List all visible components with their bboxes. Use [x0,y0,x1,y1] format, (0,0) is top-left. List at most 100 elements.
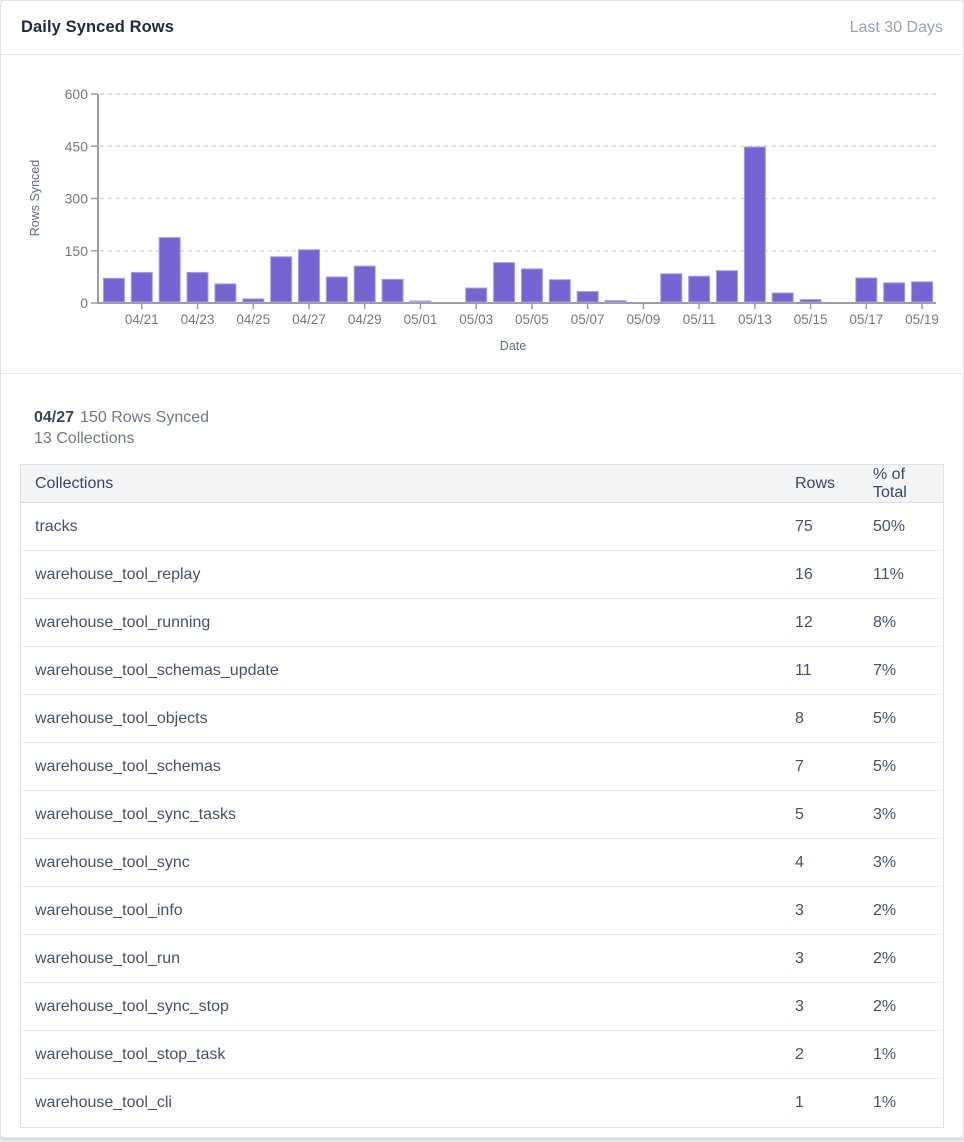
collection-name: warehouse_tool_sync_tasks [35,805,237,823]
bar-chart-canvas[interactable]: 0 150 300 450 600 04/21 04/23 04/25 04/27 04/29 05… [1,55,964,374]
bar-05/07[interactable] [576,291,599,303]
bar-05/06[interactable] [548,279,571,303]
x-axis-title: Date [500,339,526,353]
collection-name: warehouse_tool_run [35,949,180,967]
bar-04/21[interactable] [130,271,153,303]
x-tick-label: 05/17 [849,312,883,327]
bar-04/23[interactable] [186,271,209,303]
bar-05/18[interactable] [883,282,906,303]
x-tick-label: 04/23 [181,312,215,327]
bar-05/19[interactable] [911,281,934,303]
bar-05/15[interactable] [799,299,822,303]
collection-pct: 2% [873,901,897,919]
collection-pct: 3% [873,853,897,871]
y-tick-label: 450 [65,138,89,154]
bar-05/05[interactable] [520,268,543,303]
bar-05/01[interactable] [409,300,432,303]
collection-pct: 5% [873,709,897,727]
table-row: warehouse_tool_sync_stop 3 2% [21,983,943,1031]
collections-table: Collections Rows % of Total tracks 75 50% w… [20,464,944,1128]
collection-rows: 16 [795,565,813,583]
x-tick-label: 05/01 [404,312,438,327]
rows-synced-bar-chart: 0 150 300 450 600 04/21 04/23 04/25 04/27 04/29 05… [1,55,963,374]
collection-pct: 8% [873,613,897,631]
selected-date: 04/27 [34,409,75,426]
y-tick-label: 0 [80,295,88,311]
x-tick-label: 05/03 [459,312,493,327]
collection-rows: 3 [795,949,804,967]
card-header: Daily Synced Rows Last 30 Days [1,1,963,55]
x-tick-label: 05/05 [515,312,549,327]
bar-05/08[interactable] [604,300,627,303]
date-range-label: Last 30 Days [849,18,943,36]
x-tick-label: 05/07 [571,312,605,327]
collection-name: warehouse_tool_sync [35,853,190,871]
collection-rows: 12 [795,613,813,631]
collection-rows: 11 [795,661,812,679]
collection-pct: 2% [873,997,897,1015]
y-tick-label: 600 [65,86,89,102]
table-row: warehouse_tool_replay 16 11% [21,551,943,599]
page-title: Daily Synced Rows [21,18,175,36]
table-row: warehouse_tool_objects 8 5% [21,695,943,743]
collection-rows: 7 [795,757,804,775]
table-row: warehouse_tool_info 3 2% [21,887,943,935]
bar-05/14[interactable] [771,292,794,303]
x-tick-label: 04/25 [236,312,270,327]
bar-05/13[interactable] [743,146,766,303]
x-tick-label: 05/13 [738,312,772,327]
table-row: warehouse_tool_sync_tasks 5 3% [21,791,943,839]
collection-rows: 3 [795,901,804,919]
column-header-rows: Rows [795,474,836,492]
bar-05/04[interactable] [493,262,516,303]
table-row: warehouse_tool_schemas_update 11 7% [21,647,943,695]
collection-rows: 4 [795,853,804,871]
collection-name: warehouse_tool_objects [35,709,208,727]
collection-rows: 75 [795,517,813,535]
table-row: warehouse_tool_schemas 7 5% [21,743,943,791]
x-tick-label: 05/19 [905,312,939,327]
collection-name: tracks [35,517,78,535]
collection-name: warehouse_tool_replay [35,565,201,583]
selected-day-detail: 04/27 150 Rows Synced 13 Collections Coll… [1,374,963,1128]
bar-04/25[interactable] [242,298,265,303]
x-tick-label: 05/09 [627,312,661,327]
collection-rows: 2 [795,1045,804,1063]
bar-04/22[interactable] [158,237,181,303]
bar-05/11[interactable] [688,275,711,303]
bar-04/28[interactable] [325,276,348,303]
x-tick-label: 05/11 [683,312,716,327]
table-row: tracks 75 50% [21,503,943,551]
collection-pct: 1% [873,1094,897,1111]
table-row: warehouse_tool_cli 1 1% [21,1079,943,1127]
bar-05/12[interactable] [716,270,738,303]
table-row: warehouse_tool_running 12 8% [21,599,943,647]
column-header-collections: Collections [35,474,114,492]
collection-pct: 11% [873,565,904,583]
bar-05/17[interactable] [855,277,878,303]
table-row: warehouse_tool_sync 4 3% [21,839,943,887]
table-row: warehouse_tool_stop_task 2 1% [21,1031,943,1079]
bar-05/10[interactable] [660,273,683,303]
selected-collections-count: 13 Collections [34,430,135,447]
selected-day-summary: 04/27 150 Rows Synced 13 Collections [34,407,944,449]
collection-pct: 7% [873,661,897,679]
collection-rows: 3 [795,997,804,1015]
collection-rows: 5 [795,805,804,823]
collection-pct: 3% [873,805,897,823]
collection-pct: 1% [873,1045,897,1063]
bar-04/29[interactable] [353,265,376,303]
collection-name: warehouse_tool_cli [35,1094,172,1111]
bar-04/24[interactable] [214,283,237,303]
table-body: tracks 75 50% warehouse_tool_replay 16 11% war… [21,503,943,1127]
bar-04/26[interactable] [270,256,293,303]
bar-04/20[interactable] [102,277,125,303]
table-header-row: Collections Rows % of Total [21,465,943,503]
collection-name: warehouse_tool_sync_stop [35,997,229,1015]
bar-05/03[interactable] [465,287,488,303]
x-tick-label: 04/29 [348,312,382,327]
collection-pct: 5% [873,757,897,775]
bar-04/27[interactable] [298,249,320,303]
bar-04/30[interactable] [381,278,404,303]
